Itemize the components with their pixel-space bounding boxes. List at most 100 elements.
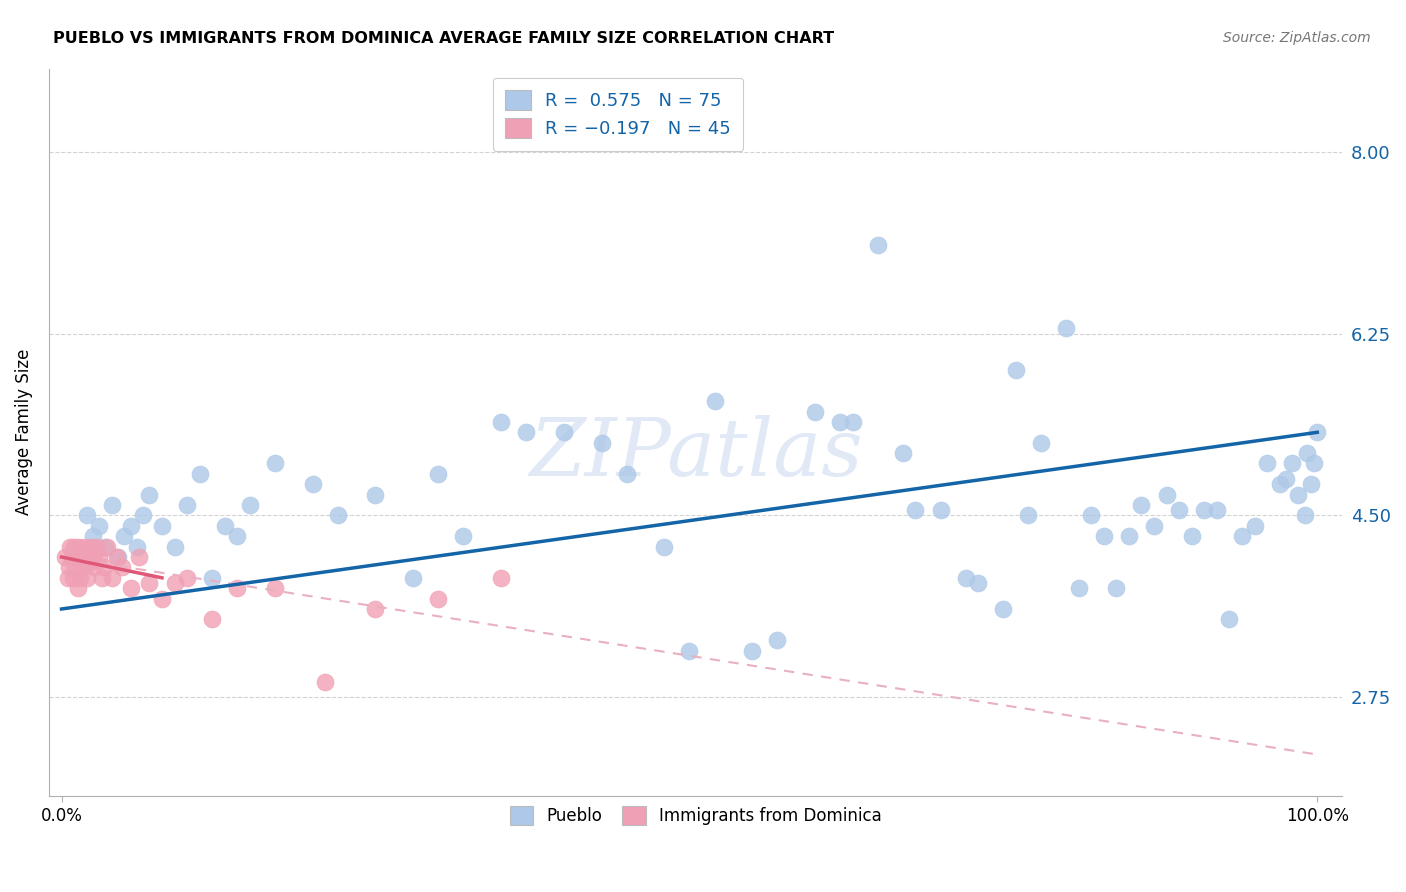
Point (96, 540, 118, 554)
Point (69, 571, 91, 585)
Point (1296, 446, 1319, 460)
Point (1281, 457, 1303, 471)
Point (1118, 529, 1140, 543)
Point (616, 467, 638, 481)
Point (1105, 581, 1128, 595)
Point (150, 519, 173, 533)
Point (1194, 503, 1216, 517)
Point (264, 457, 287, 471)
Point (1256, 457, 1278, 471)
Point (1268, 477, 1291, 491)
Point (1218, 612, 1240, 626)
Point (1168, 503, 1191, 517)
Point (678, 643, 700, 657)
Point (201, 612, 224, 626)
Point (65, 560, 87, 574)
Point (73, 549, 96, 564)
Point (62, 571, 84, 585)
Point (58, 560, 80, 574)
Point (929, 503, 952, 517)
Point (741, 643, 763, 657)
Point (1294, 508, 1316, 523)
Point (314, 674, 336, 689)
Point (364, 602, 387, 616)
Point (489, 571, 512, 585)
Point (239, 498, 262, 512)
Text: PUEBLO VS IMMIGRANTS FROM DOMINICA AVERAGE FAMILY SIZE CORRELATION CHART: PUEBLO VS IMMIGRANTS FROM DOMINICA AVERA… (53, 31, 835, 46)
Point (1306, 425, 1329, 440)
Point (86, 540, 108, 554)
Point (84, 545, 107, 559)
Point (804, 404, 827, 418)
Point (105, 549, 128, 564)
Point (1017, 508, 1039, 523)
Point (1143, 519, 1166, 533)
Point (82, 529, 104, 543)
Point (176, 571, 198, 585)
Point (77, 555, 100, 569)
Point (591, 435, 613, 450)
Point (63, 540, 86, 554)
Point (1243, 519, 1265, 533)
Point (364, 488, 387, 502)
Point (93, 560, 115, 574)
Point (955, 571, 977, 585)
Text: ZIPatlas: ZIPatlas (529, 416, 862, 493)
Point (72, 560, 94, 574)
Point (515, 425, 537, 440)
Point (703, 394, 725, 409)
Point (553, 425, 575, 440)
Point (1029, 435, 1052, 450)
Point (80, 540, 103, 554)
Point (1299, 477, 1322, 491)
Point (60, 549, 83, 564)
Point (891, 446, 914, 460)
Point (201, 571, 224, 585)
Point (264, 581, 287, 595)
Point (100, 498, 122, 512)
Y-axis label: Average Family Size: Average Family Size (15, 349, 32, 516)
Point (59, 540, 82, 554)
Point (1275, 472, 1298, 486)
Point (1302, 457, 1324, 471)
Point (111, 560, 134, 574)
Point (489, 415, 512, 429)
Point (107, 549, 129, 564)
Point (1205, 503, 1227, 517)
Point (66, 581, 89, 595)
Point (120, 519, 142, 533)
Point (652, 540, 675, 554)
Point (453, 529, 475, 543)
Point (79, 555, 101, 569)
Point (138, 576, 160, 591)
Point (214, 519, 236, 533)
Point (77, 549, 100, 564)
Point (427, 591, 450, 606)
Point (830, 415, 852, 429)
Point (70, 549, 93, 564)
Point (1067, 581, 1090, 595)
Point (100, 571, 122, 585)
Point (766, 633, 789, 648)
Point (1092, 529, 1115, 543)
Point (402, 571, 425, 585)
Point (1156, 488, 1178, 502)
Point (1080, 508, 1102, 523)
Point (993, 602, 1015, 616)
Point (1054, 321, 1077, 335)
Point (82, 549, 104, 564)
Point (120, 581, 142, 595)
Point (1288, 488, 1310, 502)
Legend: Pueblo, Immigrants from Dominica: Pueblo, Immigrants from Dominica (499, 797, 891, 835)
Point (90, 571, 112, 585)
Point (89, 519, 111, 533)
Point (89, 549, 111, 564)
Point (132, 508, 155, 523)
Point (1181, 529, 1204, 543)
Point (94, 540, 117, 554)
Point (56, 571, 79, 585)
Point (841, 415, 863, 429)
Point (83, 560, 105, 574)
Point (163, 576, 186, 591)
Point (76, 571, 98, 585)
